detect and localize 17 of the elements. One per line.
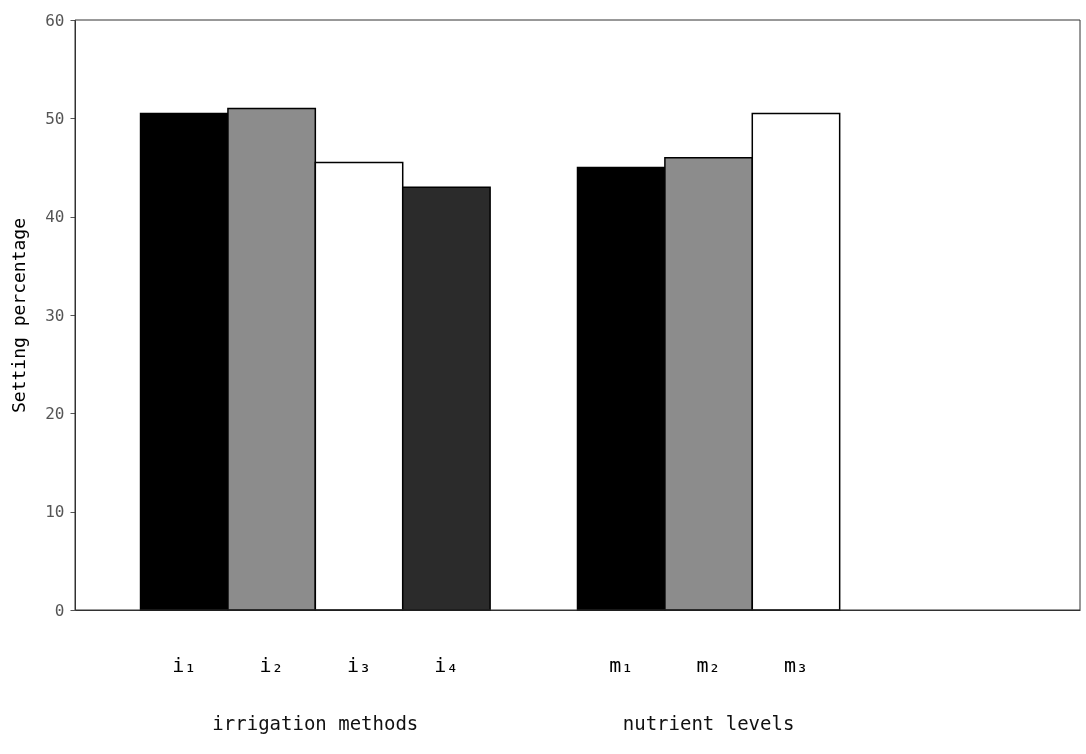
y-axis-title: Setting percentage [8,217,30,414]
text: nutrient levels [622,712,795,734]
x-tick-label: m₂ [696,652,721,677]
y-tick-label: 60 [45,10,65,30]
x-tick-label: i₁ [172,652,197,677]
y-tick-label: 50 [45,108,65,128]
x-tick-label: i₃ [346,652,372,677]
y-tick-label: 0 [54,600,65,620]
x-tick-label: m₁ [609,652,634,677]
y-tick-label: 30 [45,305,65,325]
text: irrigation methods [212,712,419,734]
x-tick-label: i₄ [434,652,459,677]
x-tick-label: i₂ [259,652,284,677]
y-tick-label: 10 [45,502,65,522]
y-tick-label: 20 [45,403,65,423]
x-tick-label: m₃ [783,652,809,677]
y-tick-label: 40 [45,207,65,227]
